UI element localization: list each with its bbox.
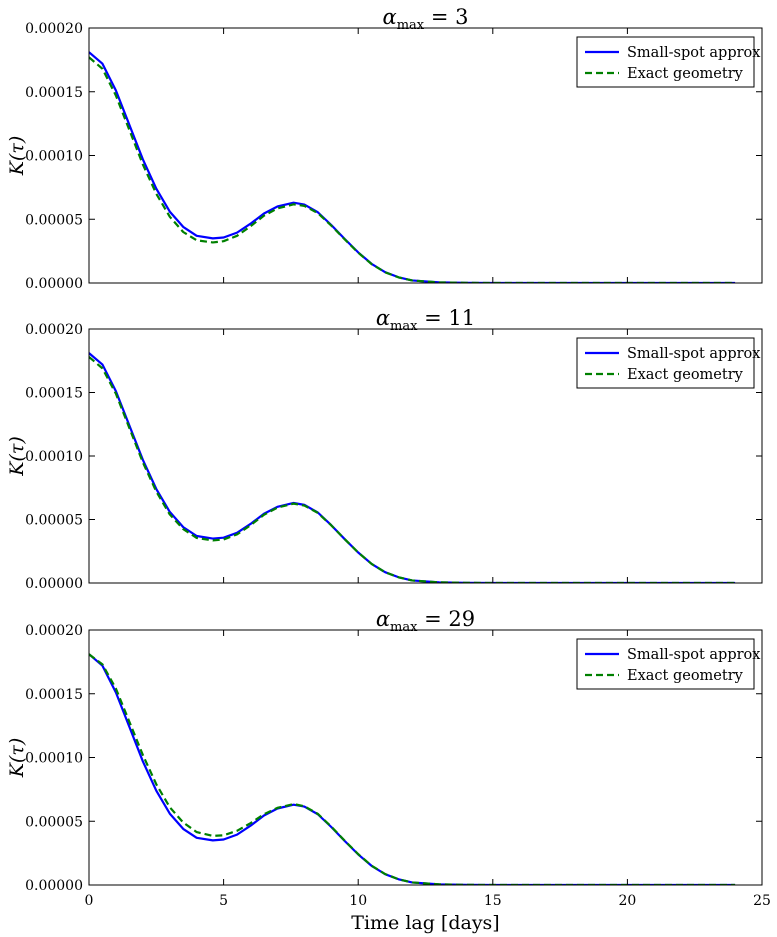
- legend: Small-spot approx Exact geometry: [576, 36, 760, 88]
- legend-box: [576, 337, 755, 389]
- chart-title: αmax = 29: [376, 607, 475, 635]
- y-tick-label: 0.00015: [25, 687, 83, 703]
- series-line-exact-geometry: [89, 56, 736, 283]
- legend-entry: Exact geometry: [627, 66, 744, 82]
- y-tick-label: 0.00020: [25, 21, 83, 37]
- y-tick-label: 0.00000: [25, 276, 83, 292]
- chart-panel-1: 0.00000 0.00005 0.00010 0.00015 0.00020 αmax …: [6, 5, 763, 292]
- title-subscript: max: [397, 18, 425, 33]
- chart-panel-2: 0.00000 0.00005 0.00010 0.00015 0.00020 αmax …: [6, 306, 763, 592]
- title-symbol: α: [383, 5, 397, 29]
- y-tick-label: 0.00015: [25, 85, 83, 101]
- x-tick-label: 10: [349, 893, 367, 909]
- legend-entry: Small-spot approx: [627, 45, 760, 61]
- legend-box: [576, 36, 755, 88]
- x-tick-label: 5: [219, 893, 228, 909]
- y-tick-label: 0.00010: [25, 751, 83, 767]
- legend-entry: Exact geometry: [627, 668, 744, 684]
- y-axis-label: K(τ): [6, 738, 28, 779]
- legend: Small-spot approx Exact geometry: [576, 638, 760, 690]
- y-tick-label: 0.00005: [25, 212, 83, 228]
- x-axis-label: Time lag [days]: [351, 912, 499, 934]
- chart-title: αmax = 3: [383, 5, 469, 33]
- chart-panel-3: 0 5 10 15 20 25 0.00000 0.00005 0.00010 0.00015 0.…: [6, 607, 771, 934]
- title-subscript: max: [390, 620, 418, 635]
- series-line-exact-geometry: [89, 653, 736, 885]
- legend: Small-spot approx Exact geometry: [576, 337, 760, 389]
- legend-entry: Small-spot approx: [627, 647, 760, 663]
- title-subscript: max: [390, 319, 418, 334]
- x-tick-label: 0: [85, 893, 94, 909]
- y-tick-label: 0.00020: [25, 322, 83, 338]
- series-line-exact-geometry: [89, 356, 736, 583]
- chart-title: αmax = 11: [376, 306, 475, 334]
- title-value: = 29: [417, 607, 475, 631]
- y-tick-label: 0.00020: [25, 623, 83, 639]
- y-tick-label: 0.00005: [25, 814, 83, 830]
- legend-box: [576, 638, 755, 690]
- x-tick-label: 15: [484, 893, 502, 909]
- x-tick-label: 20: [618, 893, 636, 909]
- y-tick-label: 0.00010: [25, 449, 83, 465]
- y-tick-label: 0.00000: [25, 878, 83, 894]
- legend-entry: Exact geometry: [627, 367, 744, 383]
- y-axis-label: K(τ): [6, 436, 28, 477]
- y-tick-label: 0.00015: [25, 386, 83, 402]
- y-axis-label: K(τ): [6, 136, 28, 177]
- title-symbol: α: [376, 306, 390, 330]
- legend-entry: Small-spot approx: [627, 346, 760, 362]
- y-tick-label: 0.00010: [25, 149, 83, 165]
- title-value: = 11: [417, 306, 475, 330]
- y-tick-label: 0.00000: [25, 576, 83, 592]
- y-tick-label: 0.00005: [25, 513, 83, 529]
- title-value: = 3: [424, 5, 468, 29]
- x-tick-label: 25: [753, 893, 771, 909]
- title-symbol: α: [376, 607, 390, 631]
